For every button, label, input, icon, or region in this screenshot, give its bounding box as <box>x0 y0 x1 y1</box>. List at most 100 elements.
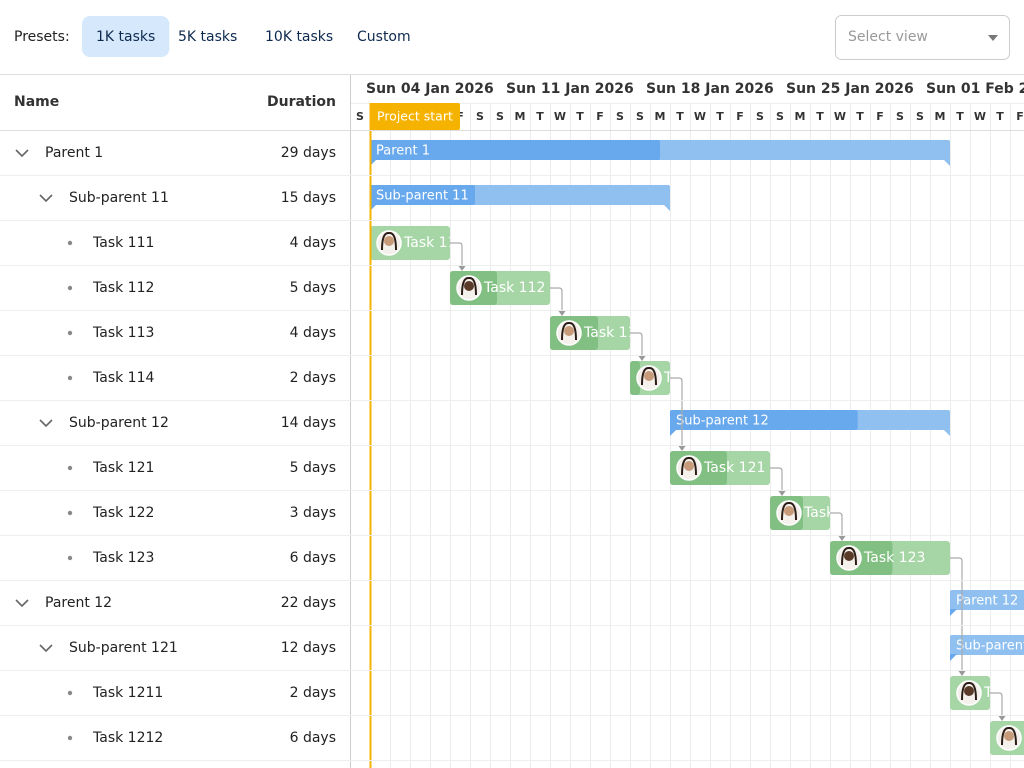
task-duration: 4 days <box>290 235 336 251</box>
preset-button[interactable]: 5K tasks <box>178 29 237 45</box>
bar-tip <box>950 609 957 616</box>
expand-chevron[interactable] <box>15 149 29 158</box>
task-name: Sub-parent 12 <box>69 415 169 431</box>
dependency-arrow <box>558 311 566 316</box>
bar-tip <box>663 204 670 211</box>
day-label: T <box>816 110 824 123</box>
avatar-head <box>964 686 974 696</box>
day-label: S <box>756 110 764 123</box>
avatar-head <box>564 326 574 336</box>
day-label: S <box>496 110 504 123</box>
day-label: W <box>974 110 986 123</box>
day-label: S <box>616 110 624 123</box>
week-label: Sun 04 Jan 2026 <box>366 81 494 97</box>
summary-bar[interactable]: Parent 12 <box>950 590 1024 616</box>
avatar-hair <box>781 501 797 521</box>
summary-bar[interactable]: Sub-parent 11 <box>370 185 670 211</box>
task-bar[interactable]: Task 1211 <box>950 676 1024 710</box>
task-name: Task 121 <box>92 460 154 476</box>
bar-progress <box>370 185 475 205</box>
task-name: Parent 1 <box>45 145 103 161</box>
task-duration: 2 days <box>290 370 336 386</box>
day-label: T <box>536 110 544 123</box>
task-bar[interactable]: Task 122 <box>770 496 865 530</box>
task-name: Task 123 <box>92 550 154 566</box>
task-bar[interactable]: Task 114 <box>630 361 725 395</box>
bar-label: Sub-parent 121 <box>956 639 1024 654</box>
day-label: S <box>896 110 904 123</box>
select-placeholder: Select view <box>848 29 928 45</box>
expand-chevron[interactable] <box>39 644 53 653</box>
dependency-arrow <box>678 446 686 451</box>
bar-tip <box>370 204 377 211</box>
day-label: M <box>515 110 526 123</box>
expand-chevron[interactable] <box>15 599 29 608</box>
bar-label: Task 121 <box>703 460 765 476</box>
task-bar[interactable]: Task 1212 <box>990 721 1024 755</box>
preset-button[interactable]: 1K tasks <box>82 16 170 57</box>
day-label: W <box>694 110 706 123</box>
avatar-head <box>784 506 794 516</box>
column-header: Duration <box>267 94 336 110</box>
dependency-arrow <box>838 536 846 541</box>
task-bar[interactable]: Task 113 <box>550 316 645 350</box>
day-label: T <box>576 110 584 123</box>
avatar-head <box>684 461 694 471</box>
task-name: Task 112 <box>92 280 154 296</box>
preset-button[interactable]: Custom <box>357 29 411 45</box>
task-name: Sub-parent 11 <box>69 190 169 206</box>
task-bar[interactable]: Task 123 <box>830 541 950 575</box>
dependency-line <box>550 287 563 312</box>
day-label: F <box>876 110 884 123</box>
summary-bar[interactable]: Sub-parent 12 <box>670 410 950 436</box>
select-view[interactable] <box>835 15 1010 60</box>
task-bar[interactable]: Task 112 <box>450 271 550 305</box>
dependency-arrow <box>958 671 966 676</box>
bar-tip <box>370 159 377 166</box>
day-label: S <box>776 110 784 123</box>
expand-chevron[interactable] <box>39 419 53 428</box>
bullet <box>67 375 73 381</box>
dependency-line <box>670 377 683 447</box>
summary-bar[interactable]: Parent 1 <box>370 140 950 166</box>
column-header: Name <box>14 94 59 110</box>
week-label: Sun 18 Jan 2026 <box>646 81 774 97</box>
preset-button[interactable]: 10K tasks <box>265 29 333 45</box>
task-duration: 6 days <box>290 550 336 566</box>
dependency-line <box>990 692 1003 717</box>
day-label: W <box>554 110 566 123</box>
dependency-line <box>770 467 783 492</box>
preset-label: 1K tasks <box>96 29 155 45</box>
day-label: S <box>356 110 364 123</box>
dependency-line <box>450 242 463 267</box>
bullet <box>67 510 73 516</box>
bar-tip <box>943 159 950 166</box>
bar-label: Task 1211 <box>983 685 1024 701</box>
week-label: Sun 01 Feb 2026 <box>926 81 1024 97</box>
summary-bar[interactable]: Sub-parent 121 <box>950 635 1024 661</box>
week-label: Sun 25 Jan 2026 <box>786 81 914 97</box>
avatar-head <box>844 551 854 561</box>
bar-label: Task 114 <box>663 370 725 386</box>
day-label: T <box>716 110 724 123</box>
project-start-label: Project start <box>377 109 453 124</box>
avatar-head <box>384 236 394 246</box>
day-label: T <box>856 110 864 123</box>
avatar-hair <box>1001 726 1017 746</box>
expand-chevron[interactable] <box>39 194 53 203</box>
avatar-hair <box>961 681 977 701</box>
task-name: Task 113 <box>92 325 154 341</box>
avatar-head <box>1004 731 1014 741</box>
avatar-head <box>464 281 474 291</box>
preset-active <box>82 16 170 57</box>
project-start-box <box>370 103 460 130</box>
task-duration: 2 days <box>290 685 336 701</box>
task-duration: 4 days <box>290 325 336 341</box>
bullet <box>67 555 73 561</box>
task-duration: 3 days <box>290 505 336 521</box>
task-name: Task 122 <box>92 505 154 521</box>
task-bar[interactable]: Task 111 <box>370 226 465 260</box>
task-bar[interactable]: Task 121 <box>670 451 770 485</box>
task-duration: 6 days <box>290 730 336 746</box>
